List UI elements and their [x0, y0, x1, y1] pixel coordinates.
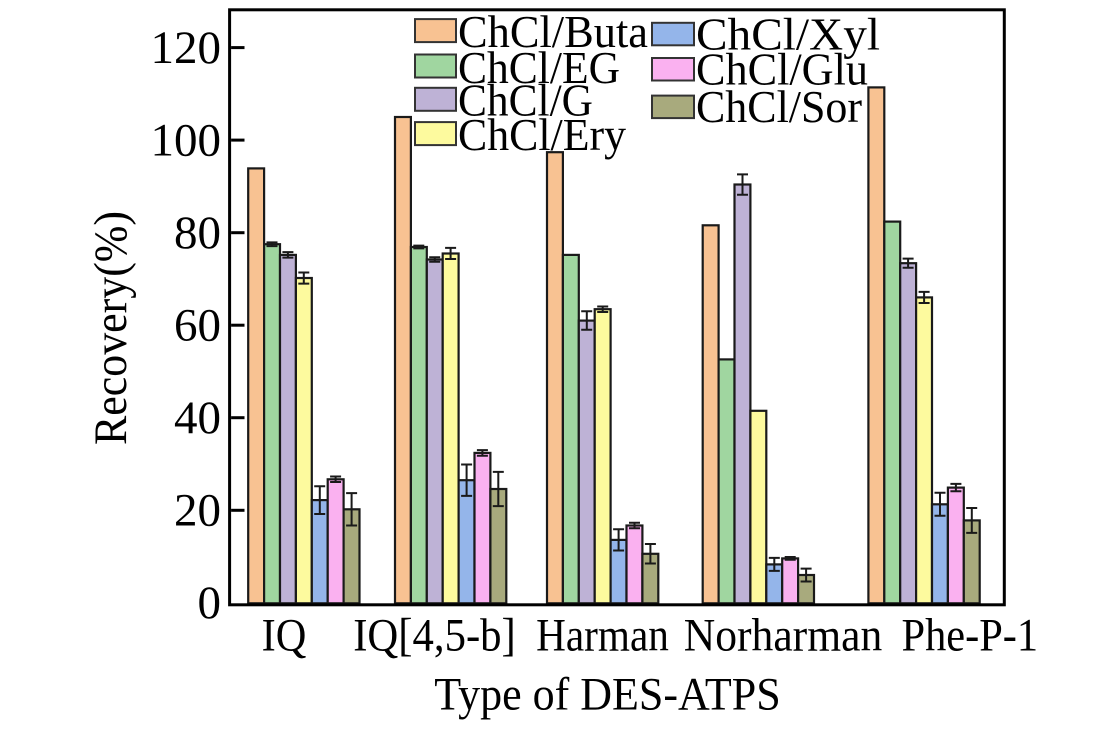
svg-text:120: 120: [151, 22, 222, 74]
svg-text:100: 100: [151, 115, 222, 167]
svg-text:ChCl/Sor: ChCl/Sor: [696, 81, 862, 132]
svg-text:ChCl/EG: ChCl/EG: [458, 42, 620, 93]
svg-text:Recovery(%): Recovery(%): [85, 211, 137, 445]
svg-text:0: 0: [198, 577, 222, 629]
svg-text:ChCl/Glu: ChCl/Glu: [696, 44, 868, 95]
svg-text:Phe-P-1: Phe-P-1: [902, 610, 1039, 662]
svg-text:60: 60: [174, 300, 221, 352]
svg-text:IQ[4,5-b]: IQ[4,5-b]: [353, 610, 516, 662]
svg-text:Type of DES-ATPS: Type of DES-ATPS: [434, 668, 780, 720]
svg-text:80: 80: [174, 207, 221, 259]
svg-text:IQ: IQ: [262, 610, 307, 662]
svg-text:Norharman: Norharman: [684, 610, 883, 662]
svg-text:40: 40: [174, 392, 221, 444]
svg-text:ChCl/G: ChCl/G: [458, 75, 593, 126]
svg-text:ChCl/Xyl: ChCl/Xyl: [696, 9, 880, 60]
svg-text:Harman: Harman: [536, 610, 669, 662]
svg-text:20: 20: [174, 485, 221, 537]
svg-text:ChCl/Ery: ChCl/Ery: [458, 109, 626, 160]
svg-text:ChCl/Buta: ChCl/Buta: [458, 6, 648, 57]
